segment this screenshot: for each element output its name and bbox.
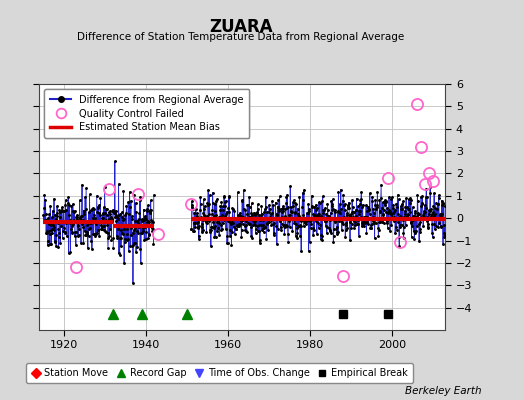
Text: ZUARA: ZUARA [209,18,273,36]
Text: Berkeley Earth: Berkeley Earth [406,386,482,396]
Text: Difference of Station Temperature Data from Regional Average: Difference of Station Temperature Data f… [78,32,405,42]
Legend: Station Move, Record Gap, Time of Obs. Change, Empirical Break: Station Move, Record Gap, Time of Obs. C… [26,364,412,383]
Legend: Difference from Regional Average, Quality Control Failed, Estimated Station Mean: Difference from Regional Average, Qualit… [44,89,249,138]
